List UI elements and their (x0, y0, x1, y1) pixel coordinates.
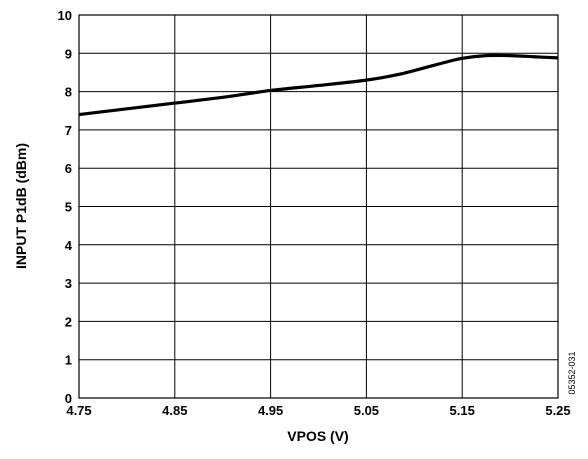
y-tick-label: 5 (65, 200, 72, 215)
x-tick-label: 5.15 (450, 403, 475, 418)
x-axis-title: VPOS (V) (287, 428, 348, 444)
x-tick-label: 5.25 (545, 403, 570, 418)
series-layer (78, 53, 559, 117)
x-tick-labels: 4.75 4.85 4.95 5.05 5.15 5.25 (66, 403, 570, 418)
x-tick-label: 4.75 (66, 403, 91, 418)
grid (79, 15, 558, 398)
y-tick-label: 10 (58, 8, 72, 23)
y-tick-label: 8 (65, 85, 72, 100)
figure-id: 05352-031 (567, 351, 577, 394)
plot-frame (78, 14, 559, 399)
y-tick-label: 4 (65, 238, 73, 253)
x-tick-label: 5.05 (354, 403, 379, 418)
series-line (78, 53, 559, 117)
y-tick-label: 2 (65, 314, 72, 329)
x-tick-label: 4.95 (258, 403, 283, 418)
y-tick-label: 6 (65, 161, 72, 176)
y-tick-labels: 0 1 2 3 4 5 6 7 8 9 10 (58, 8, 73, 406)
x-tick-label: 4.85 (162, 403, 187, 418)
y-tick-label: 9 (65, 46, 72, 61)
y-tick-label: 0 (65, 391, 72, 406)
y-tick-label: 3 (65, 276, 72, 291)
y-axis-title: INPUT P1dB (dBm) (13, 143, 29, 269)
y-tick-label: 1 (65, 353, 72, 368)
y-tick-label: 7 (65, 123, 72, 138)
